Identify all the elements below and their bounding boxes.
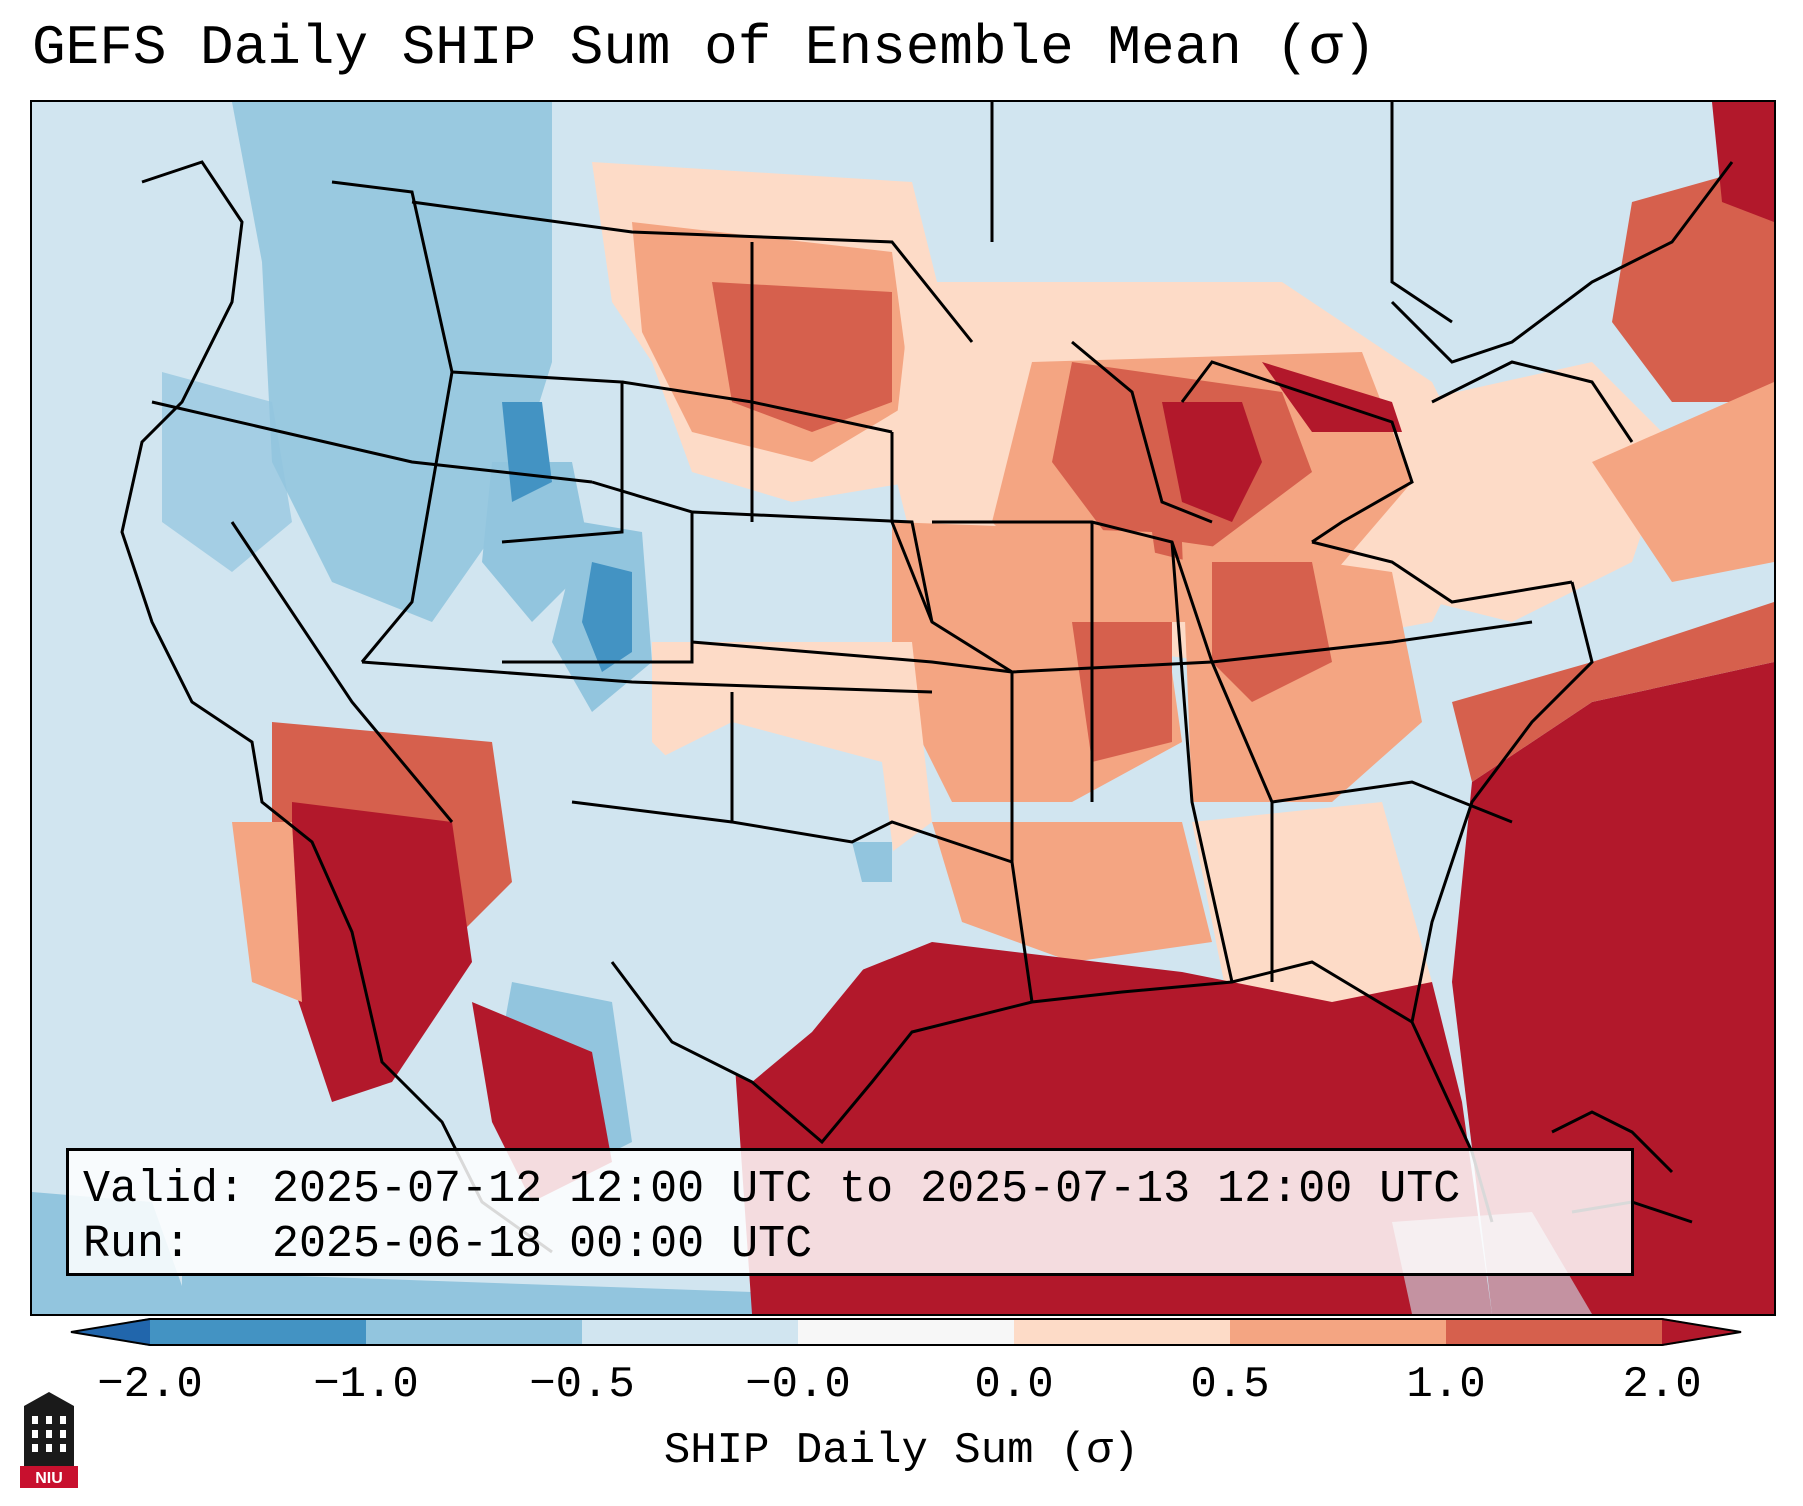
- map-title: GEFS Daily SHIP Sum of Ensemble Mean (σ): [32, 16, 1377, 80]
- map-borders: [120, 102, 1734, 1254]
- colorbar-bin: [1446, 1318, 1662, 1346]
- validity-info-box: Valid: 2025-07-12 12:00 UTC to 2025-07-1…: [66, 1148, 1634, 1276]
- valid-time-line: Valid: 2025-07-12 12:00 UTC to 2025-07-1…: [83, 1164, 1461, 1215]
- ship-field-map: [32, 102, 1774, 1314]
- colorbar-bin: [1014, 1318, 1230, 1346]
- colorbar-bin: [1230, 1318, 1446, 1346]
- map-panel: [30, 100, 1776, 1316]
- colorbar-tick: −2.0: [97, 1360, 203, 1410]
- colorbar-extend-high: [1662, 1318, 1742, 1346]
- colorbar-tick: 1.0: [1406, 1360, 1486, 1410]
- colorbar-label: SHIP Daily Sum (σ): [663, 1426, 1140, 1476]
- colorbar: [70, 1318, 1742, 1346]
- colorbar-bin: [582, 1318, 798, 1346]
- colorbar-tick: 0.0: [974, 1360, 1054, 1410]
- colorbar-tick: −0.5: [529, 1360, 635, 1410]
- colorbar-bin: [798, 1318, 1014, 1346]
- niu-logo-icon: NIU: [20, 1392, 78, 1488]
- colorbar-tick: −0.0: [745, 1360, 851, 1410]
- colorbar-extend-low: [70, 1318, 150, 1346]
- colorbar-bin: [366, 1318, 582, 1346]
- colorbar-tick: 2.0: [1622, 1360, 1702, 1410]
- colorbar-tick: −1.0: [313, 1360, 419, 1410]
- logo-text: NIU: [35, 1470, 63, 1487]
- run-time-line: Run: 2025-06-18 00:00 UTC: [83, 1218, 813, 1270]
- colorbar-tick: 0.5: [1190, 1360, 1270, 1410]
- colorbar-bin: [150, 1318, 366, 1346]
